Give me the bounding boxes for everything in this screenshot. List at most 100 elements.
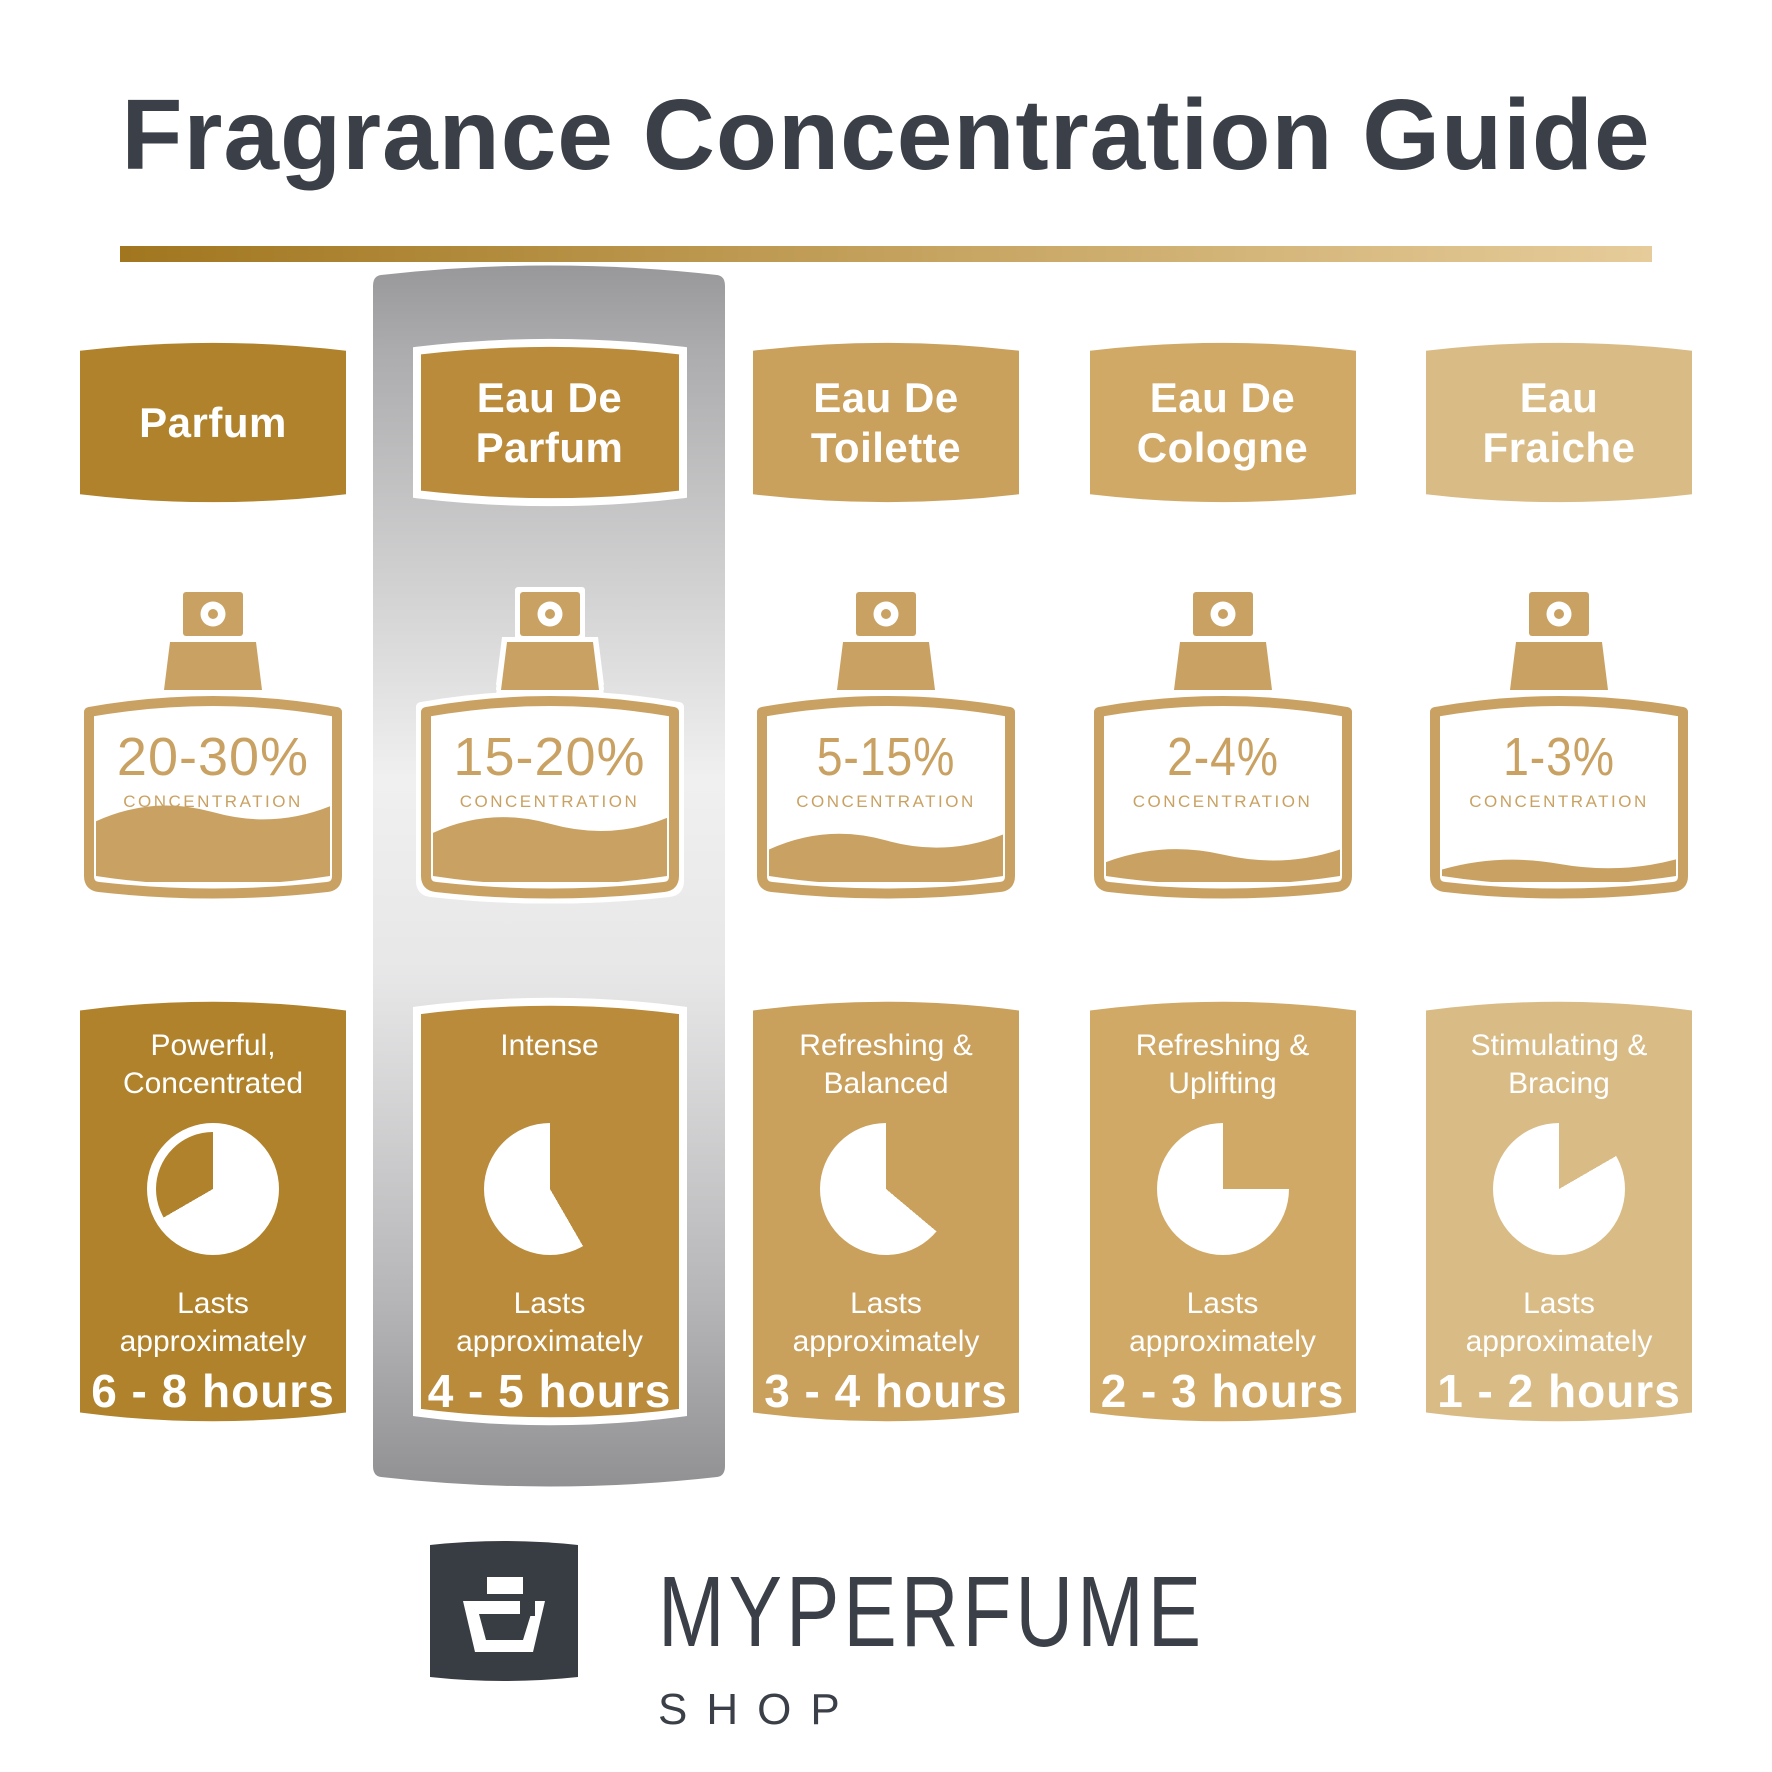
badge-line2: Fraiche bbox=[1482, 423, 1636, 471]
brand-name: MYPERFUME bbox=[658, 1556, 1206, 1668]
brand-logo-icon bbox=[430, 1537, 579, 1685]
scent-description: Refreshing & Uplifting bbox=[1136, 1027, 1309, 1105]
perfume-bottle-icon: 1-3% CONCENTRATION bbox=[1426, 590, 1692, 905]
info-card-parfum: Powerful, Concentrated Lasts approximate… bbox=[80, 993, 346, 1430]
bottle-graphic bbox=[1093, 592, 1352, 899]
badge-line1: Eau bbox=[1519, 373, 1599, 421]
badge-line1: Eau De bbox=[813, 373, 959, 421]
perfume-bottle-icon: 5-15% CONCENTRATION bbox=[753, 590, 1019, 905]
lasts-line2: approximately bbox=[1465, 1325, 1653, 1359]
lasts-line1: Lasts bbox=[177, 1287, 249, 1320]
concentration-label: CONCENTRATION bbox=[123, 792, 303, 811]
duration-clock-icon bbox=[820, 1123, 952, 1255]
desc-line2: Concentrated bbox=[122, 1066, 304, 1100]
concentration-value: 15-20% bbox=[453, 727, 646, 787]
card-content: Intense Lasts approximately 4 - 5 hours bbox=[417, 993, 683, 1430]
duration-value: 6 - 8 hours bbox=[91, 1364, 335, 1417]
concentration-text: 20-30% CONCENTRATION bbox=[80, 726, 346, 812]
badge-eau-de-toilette: Eau De Toilette bbox=[753, 335, 1019, 510]
concentration-value: 5-15% bbox=[816, 727, 956, 787]
card-content: Refreshing & Balanced Lasts approximatel… bbox=[753, 993, 1019, 1430]
concentration-text: 1-3% CONCENTRATION bbox=[1426, 726, 1692, 812]
concentration-value: 20-30% bbox=[116, 727, 310, 787]
bottle-graphic bbox=[84, 592, 342, 899]
concentration-text: 5-15% CONCENTRATION bbox=[753, 726, 1019, 812]
badge-eau-fraiche: Eau Fraiche bbox=[1426, 335, 1692, 510]
column-eau-fraiche: Eau Fraiche 1-3% CONCENTRATION bbox=[1426, 335, 1692, 1430]
desc-line1: Intense bbox=[500, 1029, 599, 1062]
badge-eau-de-cologne: Eau De Cologne bbox=[1089, 335, 1356, 510]
bottle-graphic bbox=[757, 592, 1015, 899]
desc-line2: Bracing bbox=[1508, 1066, 1610, 1100]
info-card-eau-de-cologne: Refreshing & Uplifting Lasts approximate… bbox=[1089, 993, 1356, 1430]
duration-clock-icon bbox=[1156, 1123, 1289, 1255]
badge-shape bbox=[1089, 342, 1356, 503]
scent-description: Intense bbox=[500, 1027, 598, 1105]
badge-parfum: Parfum bbox=[80, 335, 346, 510]
concentration-text: 2-4% CONCENTRATION bbox=[1090, 726, 1356, 812]
concentration-label: CONCENTRATION bbox=[459, 792, 640, 811]
lasts-line2: approximately bbox=[792, 1325, 980, 1359]
duration-value: 3 - 4 hours bbox=[764, 1364, 1008, 1417]
lasts-line2: approximately bbox=[456, 1325, 643, 1359]
perfume-bottle-icon: 15-20% CONCENTRATION bbox=[417, 590, 683, 905]
badge-label: Eau Fraiche bbox=[1426, 335, 1692, 510]
badge-shape bbox=[417, 335, 683, 510]
desc-line1: Refreshing & bbox=[799, 1029, 973, 1062]
badge-line2: Toilette bbox=[810, 423, 962, 471]
duration-value: 1 - 2 hours bbox=[1437, 1364, 1681, 1417]
card-content: Refreshing & Uplifting Lasts approximate… bbox=[1090, 993, 1356, 1430]
badge-label: Eau De Cologne bbox=[1090, 335, 1356, 510]
lasts-text: Lasts approximately bbox=[1129, 1285, 1316, 1362]
columns-container: Parfum 20-30% CONCENTRATION bbox=[80, 335, 1692, 1430]
info-card-eau-fraiche: Stimulating & Bracing Lasts approximatel… bbox=[1426, 993, 1692, 1430]
scent-description: Refreshing & Balanced bbox=[799, 1027, 972, 1105]
badge-shape bbox=[1426, 342, 1692, 503]
perfume-bottle-icon: 2-4% CONCENTRATION bbox=[1090, 590, 1356, 905]
scent-description: Stimulating & Bracing bbox=[1471, 1027, 1648, 1105]
concentration-label: CONCENTRATION bbox=[1469, 792, 1649, 811]
brand-text: MYPERFUME SHOP bbox=[658, 1537, 1342, 1735]
footer-brand: MYPERFUME SHOP bbox=[0, 1537, 1772, 1735]
lasts-line1: Lasts bbox=[850, 1287, 922, 1320]
bottle-graphic bbox=[420, 592, 679, 899]
duration-clock-icon bbox=[483, 1123, 616, 1255]
badge-shape bbox=[753, 342, 1019, 503]
badge-line1: Eau De bbox=[476, 373, 623, 421]
badge-label: Parfum bbox=[80, 335, 346, 510]
badge-line1: Eau De bbox=[1149, 373, 1296, 421]
desc-line1: Powerful, bbox=[150, 1029, 276, 1062]
duration-clock-icon bbox=[1493, 1123, 1625, 1255]
desc-line2: Balanced bbox=[823, 1066, 949, 1100]
duration-clock-icon bbox=[147, 1123, 279, 1255]
column-eau-de-parfum: Eau De Parfum 15-20% CONCENTRATION bbox=[417, 335, 683, 1430]
lasts-text: Lasts approximately bbox=[456, 1285, 643, 1362]
duration-value: 2 - 3 hours bbox=[1100, 1364, 1345, 1417]
lasts-line1: Lasts bbox=[1523, 1287, 1595, 1320]
concentration-text: 15-20% CONCENTRATION bbox=[417, 726, 683, 812]
lasts-text: Lasts approximately bbox=[793, 1285, 980, 1362]
concentration-value: 1-3% bbox=[1503, 727, 1615, 787]
lasts-line2: approximately bbox=[119, 1325, 307, 1359]
column-parfum: Parfum 20-30% CONCENTRATION bbox=[80, 335, 346, 1430]
desc-line1: Stimulating & bbox=[1470, 1029, 1648, 1062]
badge-line1: Parfum bbox=[139, 398, 287, 446]
badge-line2: Cologne bbox=[1136, 423, 1309, 471]
perfume-bottle-icon: 20-30% CONCENTRATION bbox=[80, 590, 346, 905]
card-content: Stimulating & Bracing Lasts approximatel… bbox=[1426, 993, 1692, 1430]
info-card-eau-de-toilette: Refreshing & Balanced Lasts approximatel… bbox=[753, 993, 1019, 1430]
lasts-line2: approximately bbox=[1129, 1325, 1316, 1359]
lasts-text: Lasts approximately bbox=[1466, 1285, 1653, 1362]
badge-label: Eau De Parfum bbox=[417, 335, 683, 510]
badge-label: Eau De Toilette bbox=[753, 335, 1019, 510]
badge-shape bbox=[80, 342, 346, 503]
concentration-label: CONCENTRATION bbox=[1132, 792, 1313, 811]
column-eau-de-cologne: Eau De Cologne 2-4% CONCENTRATION bbox=[1089, 335, 1356, 1430]
page-title: Fragrance Concentration Guide bbox=[121, 79, 1651, 191]
info-card-eau-de-parfum: Intense Lasts approximately 4 - 5 hours bbox=[417, 993, 683, 1430]
bottle-graphic bbox=[1430, 592, 1688, 899]
scent-description: Powerful, Concentrated bbox=[123, 1027, 303, 1105]
concentration-label: CONCENTRATION bbox=[796, 792, 976, 811]
brand-subtitle: SHOP bbox=[658, 1685, 859, 1734]
